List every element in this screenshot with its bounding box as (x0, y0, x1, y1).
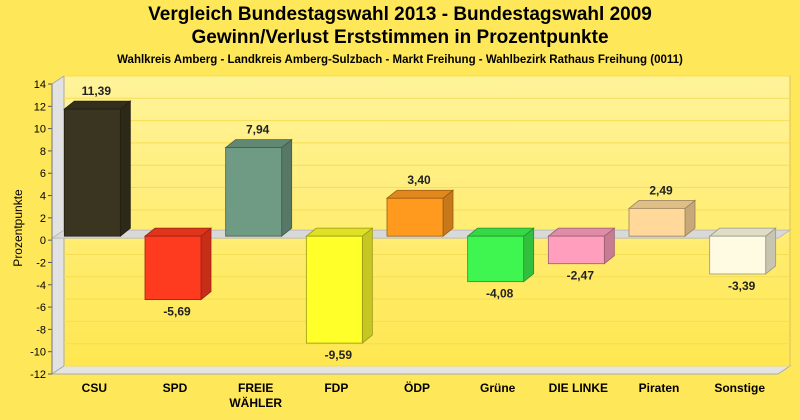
bar-top (627, 199, 697, 209)
bar-front (467, 235, 525, 283)
chart-subtitle: Gewinn/Verlust Erststimmen in Prozentpun… (191, 27, 609, 48)
bar: -2,47 (547, 227, 616, 283)
bars: 11,39 -5,69 7,94 -9,59 3,40 -4,08 -2,47 2,49 -3,… (63, 84, 777, 362)
x-tick-label: CSU (82, 381, 107, 395)
x-tick-label: WÄHLER (229, 395, 282, 410)
x-tick-label: Grüne (480, 381, 516, 395)
y-axis-label: Prozentpunkte (11, 189, 25, 267)
bar: -9,59 (305, 227, 374, 362)
bar: -5,69 (143, 227, 213, 319)
bar-side (361, 227, 373, 344)
x-tick-label: FDP (324, 381, 348, 395)
bar-front (305, 235, 363, 344)
bar-side (523, 227, 535, 283)
bar-top (143, 227, 213, 237)
y-tick-label: -12 (30, 369, 46, 381)
x-tick-label: DIE LINKE (549, 381, 608, 395)
y-tick-label: -6 (36, 302, 46, 314)
data-label: -5,69 (163, 305, 191, 319)
bar: 11,39 (63, 84, 132, 237)
data-label: -3,39 (728, 279, 756, 293)
x-tick-label: ÖDP (404, 380, 430, 395)
y-tick-label: 4 (40, 191, 46, 203)
bar-top (224, 139, 293, 148)
y-tick-label: 8 (40, 146, 46, 158)
bar-top (466, 227, 535, 237)
bar-top (547, 227, 616, 237)
bar: 2,49 (627, 183, 697, 237)
bar-side (281, 138, 293, 237)
plot-side-wall (51, 75, 65, 375)
bar: 7,94 (224, 123, 293, 237)
bar-top (385, 189, 455, 199)
data-label: 2,49 (649, 183, 673, 197)
y-tick-label: -10 (30, 347, 46, 359)
bar: -4,08 (466, 227, 535, 301)
data-label: 7,94 (246, 123, 270, 137)
y-tick-label: 14 (34, 79, 46, 91)
y-tick-label: 6 (40, 168, 46, 180)
data-label: -2,47 (567, 269, 595, 283)
bar-top (708, 227, 777, 237)
x-tick-label: Sonstige (714, 381, 765, 395)
y-tick-label: 0 (40, 235, 46, 247)
bar-side (119, 100, 131, 237)
bar-front (547, 235, 605, 265)
bar-front (63, 108, 121, 237)
y-tick-label: -4 (36, 280, 46, 292)
bar-front (628, 207, 686, 237)
bar-front (144, 235, 202, 301)
y-tick-label: 10 (34, 124, 46, 136)
bar-top (305, 227, 374, 237)
plot-floor (50, 365, 792, 375)
data-label: 11,39 (82, 84, 112, 98)
bar-top (63, 100, 132, 110)
y-tick-label: 12 (34, 101, 46, 113)
chart-subtitle-location: Wahlkreis Amberg - Landkreis Amberg-Sulz… (117, 54, 683, 66)
x-tick-label: Piraten (639, 381, 680, 395)
y-tick-label: -8 (36, 324, 46, 336)
data-label: -4,08 (486, 287, 514, 301)
bar-front (386, 197, 444, 237)
bar-side (200, 227, 212, 301)
y-tick-label: -2 (36, 257, 46, 269)
x-tick-label: SPD (163, 381, 188, 395)
bar-front (225, 147, 283, 237)
data-label: -9,59 (325, 348, 353, 362)
data-label: 3,40 (407, 173, 431, 187)
bar: 3,40 (385, 173, 455, 237)
y-tick-label: 2 (40, 213, 46, 225)
x-tick-label: FREIE (238, 381, 273, 395)
bar-front (709, 235, 767, 275)
y-axis: 14 12 10 8 6 4 2 0 -2 -4 -6 -8 -10 -12 (30, 79, 53, 381)
chart-title: Vergleich Bundestagswahl 2013 - Bundesta… (148, 4, 652, 25)
bar: -3,39 (708, 227, 777, 293)
